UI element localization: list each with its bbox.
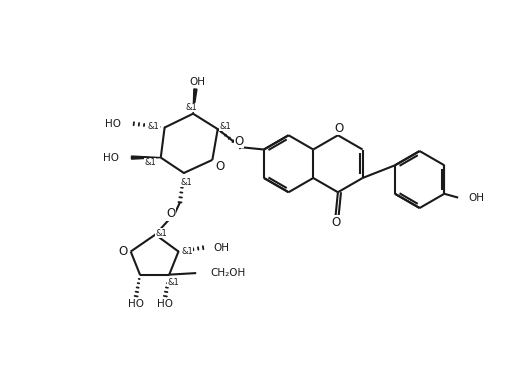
Text: &1: &1	[148, 121, 160, 131]
Text: OH: OH	[190, 77, 206, 87]
Text: &1: &1	[185, 103, 197, 112]
Text: OH: OH	[213, 243, 229, 253]
Text: HO: HO	[128, 299, 144, 309]
Text: &1: &1	[144, 158, 156, 168]
Text: OH: OH	[468, 193, 484, 203]
Text: O: O	[215, 159, 225, 172]
Polygon shape	[193, 89, 197, 114]
Text: O: O	[166, 207, 176, 220]
Text: &1: &1	[180, 178, 192, 187]
Text: O: O	[334, 122, 343, 135]
Polygon shape	[132, 156, 161, 159]
Text: HO: HO	[106, 119, 122, 129]
Text: &1: &1	[220, 121, 232, 131]
Text: O: O	[332, 216, 341, 229]
Text: CH₂OH: CH₂OH	[210, 268, 246, 278]
Text: HO: HO	[157, 299, 174, 309]
Text: &1: &1	[181, 247, 193, 256]
Text: &1: &1	[155, 229, 167, 238]
Text: O: O	[119, 245, 127, 258]
Text: &1: &1	[167, 278, 179, 287]
Text: HO: HO	[103, 152, 119, 162]
Text: O: O	[235, 135, 244, 148]
